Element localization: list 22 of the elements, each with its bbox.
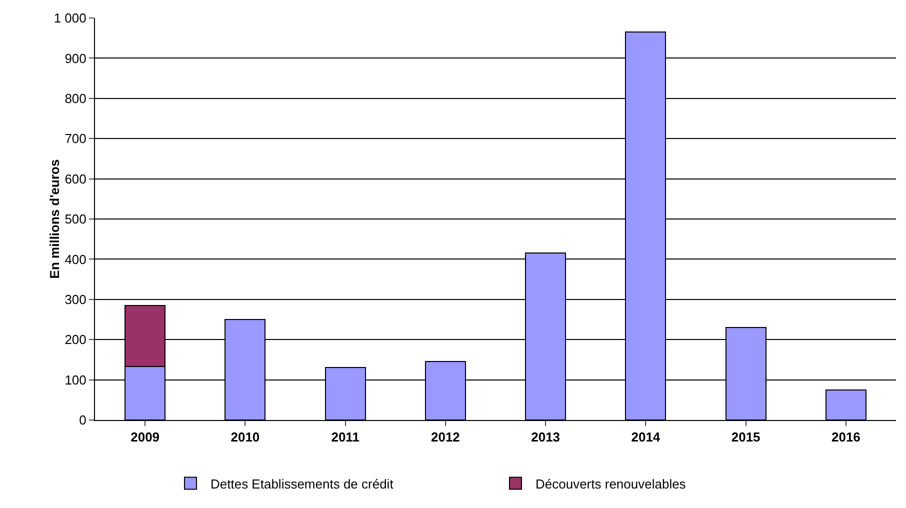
y-tick-label: 0	[79, 412, 86, 428]
x-tick-label: 2011	[331, 430, 360, 445]
legend-label: Découverts renouvelables	[536, 476, 686, 492]
x-tick-label: 2016	[831, 430, 860, 445]
legend-label: Dettes Etablissements de crédit	[210, 476, 394, 492]
y-tick-label: 100	[64, 372, 86, 388]
x-tick-label: 2013	[531, 430, 560, 445]
x-tick-label: 2015	[731, 430, 760, 445]
y-tick-label: 900	[64, 50, 86, 66]
y-tick-label: 200	[64, 332, 86, 348]
x-tick-label: 2014	[631, 430, 661, 445]
y-tick-label: 500	[64, 212, 86, 227]
y-tick-label: 800	[64, 90, 86, 106]
y-tick-label: 300	[64, 292, 86, 307]
y-tick-label: 400	[64, 252, 86, 267]
x-tick-label: 2010	[230, 430, 260, 445]
x-tick-label: 2012	[430, 430, 460, 445]
x-tick-label: 2009	[130, 430, 160, 445]
y-tick-label: 1 000	[54, 10, 86, 26]
y-tick-label: 700	[64, 131, 86, 146]
y-tick-label: 600	[64, 171, 86, 186]
y-axis-title: En millions d'euros	[47, 159, 62, 279]
